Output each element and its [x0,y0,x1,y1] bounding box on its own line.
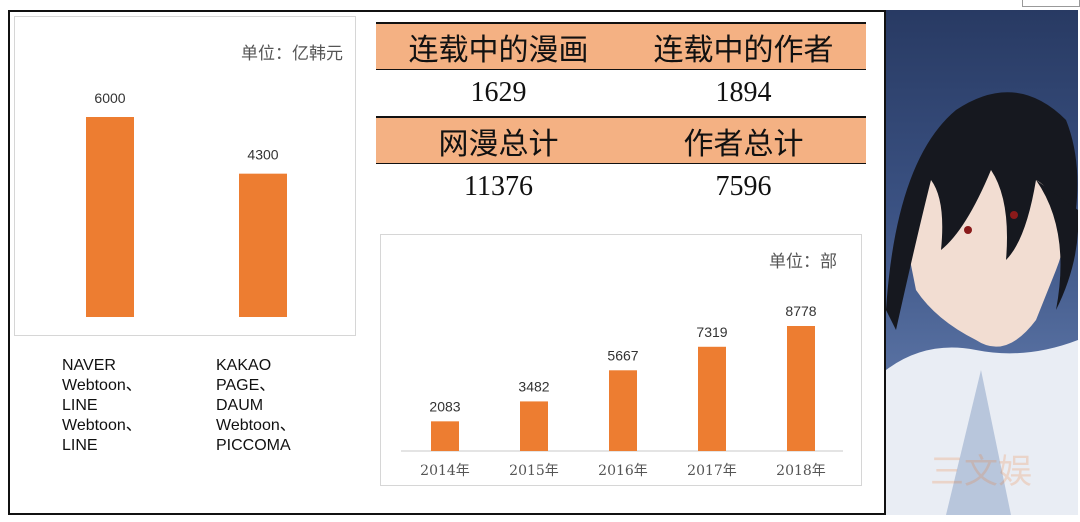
stats-value-row-2: 11376 7596 [376,164,866,210]
header-serializing-authors: 连载中的作者 [653,32,834,68]
works-bar [609,370,637,451]
watermark: 三文娱 [930,452,1032,492]
company-label-kakao: KAKAO PAGE、 DAUM Webtoon、 PICCOMA [216,357,296,454]
works-bar-value-label: 8778 [785,303,816,319]
works-bar-value-label: 3482 [518,378,549,394]
header-total-authors: 作者总计 [683,126,804,162]
works-bar-value-label: 5667 [607,347,638,363]
revenue-bar [86,117,134,317]
works-bar [431,421,459,451]
works-x-tick-label: 2014年 [420,463,470,479]
works-bar-value-label: 2083 [429,398,460,414]
header-total-webtoons: 网漫总计 [438,126,559,162]
works-bar-value-label: 7319 [696,324,727,340]
revenue-bar [239,173,287,317]
works-x-tick-label: 2018年 [776,463,826,479]
works-x-tick-label: 2017年 [687,463,737,479]
works-x-tick-label: 2016年 [598,463,648,479]
corner-box [1022,0,1080,7]
value-serializing-comics: 1629 [470,77,527,108]
works-x-tick-label: 2015年 [509,463,559,479]
revenue-chart-card: 单位：亿韩元 6000 4300 [14,16,356,336]
stats-header-row-1: 连载中的漫画 连载中的作者 [376,22,866,70]
slide: 单位：亿韩元 6000 4300 NAVER Webtoon、 LINE Webt… [8,10,886,515]
stats-header-row-2: 网漫总计 作者总计 [376,116,866,164]
works-bar [520,401,548,451]
revenue-bar-chart: 6000 4300 [86,90,287,317]
value-total-authors: 7596 [715,171,772,202]
header-serializing-comics: 连载中的漫画 [408,32,589,68]
value-total-webtoons: 11376 [464,171,533,202]
works-unit-label: 单位：部 [769,252,837,272]
stats-table: 连载中的漫画 连载中的作者 1629 1894 网漫总计 作者总计 11376 … [376,22,866,210]
works-chart-card: 单位：部 2083 2014年 3482 2015年 5667 2016年 7319 2017… [380,234,862,486]
revenue-bar-value-label: 6000 [94,90,125,106]
revenue-bar-value-label: 4300 [247,147,278,163]
company-label-naver: NAVER Webtoon、 LINE Webtoon、 LINE [62,357,142,454]
works-bar [698,346,726,451]
works-bar-chart: 2083 2014年 3482 2015年 5667 2016年 7319 2017年 8778… [401,303,843,479]
character-illustration [886,10,1078,515]
revenue-unit-label: 单位：亿韩元 [241,44,343,64]
stats-value-row-1: 1629 1894 [376,70,866,116]
works-bar [787,326,815,451]
value-serializing-authors: 1894 [715,77,772,108]
